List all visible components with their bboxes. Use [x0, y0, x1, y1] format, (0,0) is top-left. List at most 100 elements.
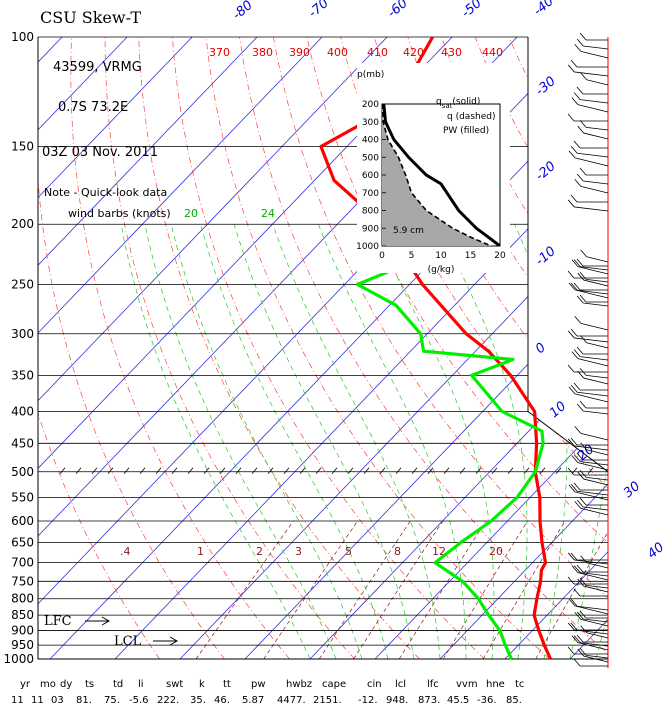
theta-label: 390 — [289, 46, 310, 59]
wind-barb-tick — [315, 467, 322, 475]
wind-barb-flag — [580, 249, 587, 258]
wind-barb-flag — [571, 635, 579, 643]
wind-barb — [577, 391, 609, 397]
pressure-label: 350 — [11, 368, 34, 382]
wind-barb-tick — [331, 467, 338, 475]
wind-barb — [574, 559, 609, 565]
temperature-profile — [319, 36, 552, 660]
index-value: 948. — [386, 695, 408, 706]
qsat-line — [382, 104, 500, 246]
moist-adiabat — [514, 224, 568, 659]
temperature-label: 10 — [547, 399, 569, 421]
index-value: 4477. — [277, 695, 306, 706]
index-value: 873. — [418, 695, 440, 706]
moist-adiabat — [318, 224, 467, 659]
mixing-ratio-label: .4 — [120, 545, 131, 558]
wind-barb-flag — [573, 658, 581, 667]
wind-barb-flag — [567, 438, 575, 447]
wind-barb-flag — [573, 635, 581, 643]
temperature-label: 40 — [645, 540, 667, 562]
mixing-ratio-label: 5 — [345, 545, 352, 558]
wind-barb — [583, 302, 609, 307]
location-label: 0.7S 73.2E — [58, 100, 128, 115]
index-label: swt — [166, 679, 183, 690]
wind-barb — [583, 132, 609, 140]
wind-barb — [574, 629, 609, 635]
wind-barb-flag — [577, 648, 585, 657]
note-line-2: wind barbs (knots) — [68, 207, 171, 220]
wind-barb-tick — [107, 467, 114, 475]
index-label: tc — [515, 679, 524, 690]
wind-barb-flag — [573, 588, 581, 597]
index-value: 85. — [506, 695, 522, 706]
isotherm — [309, 37, 608, 659]
wind-barb-flag — [573, 282, 581, 291]
index-label: hne — [486, 679, 505, 690]
pressure-label: 500 — [11, 465, 34, 479]
wind-barb-flag — [571, 97, 579, 105]
pressure-label: 200 — [11, 217, 34, 231]
wind-barb — [583, 506, 609, 511]
wind-barb — [580, 266, 609, 271]
temperature-label: -60 — [385, 0, 411, 21]
temperature-label: -30 — [533, 74, 559, 99]
wind-barb-tick — [555, 467, 562, 475]
wind-barb-flag — [573, 140, 581, 149]
wind-barb-tick — [507, 467, 514, 475]
wind-barb-flag — [567, 64, 575, 73]
inset-x-tick: 10 — [435, 251, 447, 261]
wind-barb-flag — [568, 282, 576, 291]
mixing-ratio-line — [442, 520, 528, 659]
wind-barb-flag — [568, 484, 576, 493]
pressure-label: 650 — [11, 536, 34, 550]
wind-barb — [586, 449, 609, 456]
wind-barb — [574, 605, 609, 615]
inset-x-tick: 15 — [465, 251, 476, 261]
wind-barb-flag — [570, 328, 578, 337]
wind-barb-flag — [570, 437, 578, 446]
wind-barb-flag — [579, 610, 587, 619]
wind-barb — [574, 157, 609, 167]
wind-barb-flag — [567, 622, 575, 631]
pw-fill — [382, 104, 492, 246]
wind-barb-flag — [579, 470, 587, 478]
wind-barb-flag — [573, 92, 581, 100]
wind-barb — [586, 374, 609, 379]
wind-barb-flag — [576, 346, 584, 355]
wind-barb — [586, 342, 609, 349]
wind-barb-flag — [571, 455, 579, 463]
wind-barb — [586, 584, 609, 589]
wind-barb — [586, 278, 609, 283]
index-label: k — [199, 679, 205, 690]
wind-barb-tick — [139, 467, 146, 475]
inset-y-tick: 300 — [362, 118, 379, 128]
wind-barb — [577, 572, 609, 581]
mixing-ratio-line — [353, 520, 444, 659]
wind-barb — [580, 572, 609, 577]
note-line-1: Note - Quick-look data — [44, 186, 167, 199]
wind-barb-tick — [283, 467, 290, 475]
wind-barb-tick — [379, 467, 386, 475]
wind-barb-flag — [576, 611, 584, 620]
temperature-label: -50 — [459, 0, 485, 21]
pressure-axis-labels: 100 150 200 250 300 350 400 450 500 550 600 650 700 7… — [3, 30, 34, 666]
mixing-ratio-line — [318, 520, 411, 659]
inset-y-tick: 1000 — [356, 242, 379, 252]
wind-barb-flag — [576, 258, 584, 267]
wind-barb-flag — [577, 471, 585, 480]
wind-barb — [586, 654, 609, 659]
wind-barb-flag — [577, 125, 585, 134]
wind-barb — [586, 632, 609, 639]
wind-barb — [580, 461, 609, 466]
inset-y-tick: 900 — [362, 224, 379, 234]
pressure-label: 150 — [11, 140, 34, 154]
wind-barb-tick — [395, 467, 402, 475]
wind-barb-flag — [576, 452, 584, 461]
wind-barb — [583, 279, 609, 287]
theta-label: 370 — [209, 46, 230, 59]
wind-barb-flag — [570, 385, 578, 393]
isotherm — [569, 37, 608, 659]
moist-adiabat-label: 20 — [184, 207, 198, 220]
index-label: pw — [251, 679, 266, 690]
temperature-label: 30 — [621, 479, 643, 501]
